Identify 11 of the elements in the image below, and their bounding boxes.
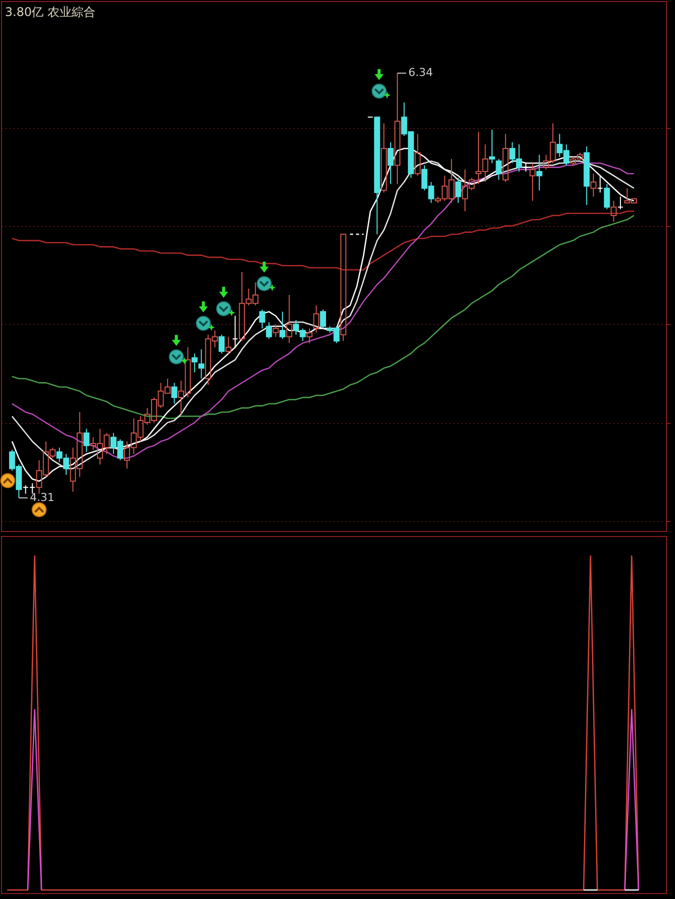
candlestick	[394, 72, 400, 185]
candlestick	[388, 142, 394, 185]
candlestick	[198, 348, 204, 380]
annotation: 6.34	[408, 66, 433, 80]
annotation: 4.31	[30, 490, 54, 504]
chart-title: 3.80亿 农业綜合	[5, 5, 96, 19]
candlestick	[530, 162, 536, 202]
candlestick	[272, 324, 279, 338]
candlestick	[232, 315, 238, 348]
candlestick	[590, 173, 596, 198]
candlestick	[536, 154, 542, 191]
